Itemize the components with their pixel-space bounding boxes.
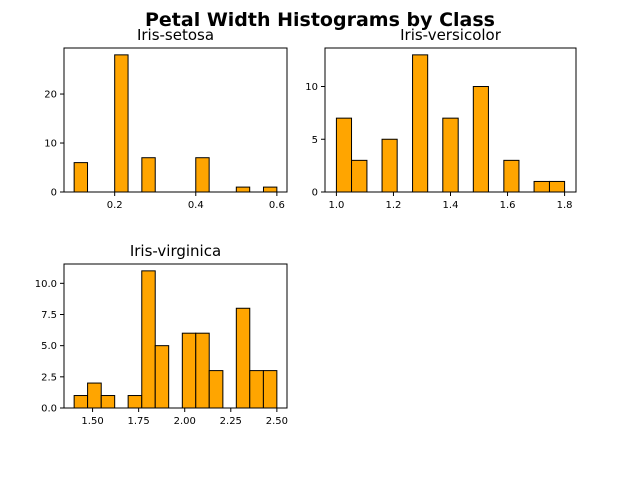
- y-tick-label: 0: [51, 188, 57, 199]
- y-tick-label: 2.5: [41, 372, 57, 383]
- x-tick-label: 1.75: [128, 416, 150, 427]
- subplot-3: Iris-virginica 1.50 1.75 2.00 2.25 2.50 0.0 2.5…: [35, 242, 288, 427]
- y-tick-label: 10.0: [35, 279, 57, 290]
- y-tick-label: 5.0: [41, 341, 57, 352]
- x-tick-label: 0.6: [269, 200, 285, 211]
- y-tick-label: 0.0: [41, 404, 57, 415]
- histogram-bar: [87, 382, 102, 409]
- histogram-bar: [381, 138, 398, 193]
- histogram-bar: [127, 395, 143, 409]
- x-tick-label: 2.00: [174, 416, 196, 427]
- y-tick-label: 10: [305, 82, 318, 93]
- y-tick-label: 0: [312, 188, 318, 199]
- subplot-1: Iris-setosa 0.2 0.4 0.6 0 10 20: [44, 26, 288, 211]
- histogram-bar: [141, 157, 156, 193]
- histogram-bar: [503, 159, 520, 193]
- x-tick-label: 1.0: [328, 200, 344, 211]
- histogram-bar: [262, 370, 278, 409]
- histogram-bar: [351, 159, 368, 193]
- histogram-bar: [262, 186, 278, 193]
- histogram-bar: [73, 395, 89, 409]
- axes-frame: [63, 47, 288, 193]
- x-tick-label: 2.50: [266, 416, 288, 427]
- histogram-bar: [181, 332, 197, 409]
- x-tick-label: 1.8: [557, 200, 573, 211]
- histogram-bar: [249, 370, 264, 409]
- histogram-bar: [154, 345, 170, 409]
- x-tick-label: 0.4: [188, 200, 204, 211]
- y-tick-label: 5: [312, 135, 318, 146]
- y-tick-label: 7.5: [41, 310, 57, 321]
- histogram-bar: [335, 117, 353, 193]
- x-tick-label: 0.2: [107, 200, 123, 211]
- histogram-bar: [235, 186, 251, 193]
- histogram-bar: [533, 180, 550, 193]
- histogram-bar: [412, 54, 429, 193]
- histogram-bar: [100, 395, 116, 409]
- histogram-bar: [208, 370, 224, 409]
- x-tick-label: 1.4: [443, 200, 459, 211]
- histogram-bar: [235, 307, 251, 409]
- subplot-title: Iris-virginica: [130, 242, 221, 260]
- subplot-title: Iris-setosa: [137, 26, 214, 44]
- histogram-bar: [472, 86, 489, 193]
- histogram-bar: [195, 332, 210, 409]
- subplot-title: Iris-versicolor: [400, 26, 502, 44]
- histogram-bar: [195, 157, 210, 193]
- histogram-bar: [442, 117, 459, 193]
- axes-frame: [63, 263, 288, 409]
- x-tick-label: 1.50: [81, 416, 103, 427]
- x-tick-label: 2.25: [220, 416, 242, 427]
- subplot-2: Iris-versicolor 1.0 1.2 1.4 1.6 1.8 0 5 10: [305, 26, 577, 211]
- figure-title: Petal Width Histograms by Class: [145, 9, 495, 31]
- x-tick-label: 1.2: [386, 200, 402, 211]
- x-tick-label: 1.6: [500, 200, 516, 211]
- y-tick-label: 20: [44, 90, 57, 101]
- histogram-bar: [114, 54, 129, 193]
- histogram-bar: [73, 162, 89, 193]
- y-tick-label: 10: [44, 139, 57, 150]
- histogram-bar: [141, 270, 156, 409]
- histogram-bar: [548, 180, 566, 193]
